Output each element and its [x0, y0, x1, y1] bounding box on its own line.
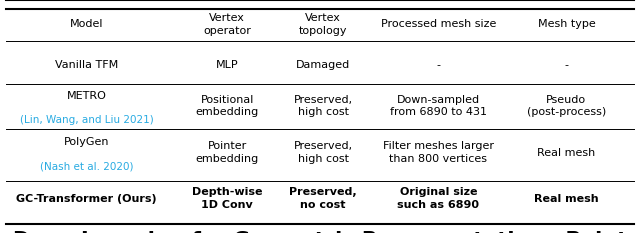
Text: Damaged: Damaged [296, 60, 350, 70]
Text: -: - [564, 60, 568, 70]
Text: Mesh type: Mesh type [538, 20, 595, 29]
Text: GC-Transformer (Ours): GC-Transformer (Ours) [16, 194, 157, 203]
Text: MLP: MLP [216, 60, 239, 70]
Text: -: - [436, 60, 440, 70]
Text: Down-sampled
from 6890 to 431: Down-sampled from 6890 to 431 [390, 95, 487, 117]
Text: Vanilla TFM: Vanilla TFM [55, 60, 118, 70]
Text: Vertex
topology: Vertex topology [299, 13, 348, 36]
Text: (Nash et al. 2020): (Nash et al. 2020) [40, 162, 133, 171]
Text: Preserved,
high cost: Preserved, high cost [294, 141, 353, 164]
Text: Filter meshes larger
than 800 vertices: Filter meshes larger than 800 vertices [383, 141, 494, 164]
Text: Model: Model [70, 20, 103, 29]
Text: METRO: METRO [67, 91, 106, 100]
Text: (Lin, Wang, and Liu 2021): (Lin, Wang, and Liu 2021) [20, 115, 153, 125]
Text: Processed mesh size: Processed mesh size [381, 20, 496, 29]
Text: Pointer
embedding: Pointer embedding [196, 141, 259, 164]
Text: Original size
such as 6890: Original size such as 6890 [397, 187, 479, 210]
Text: Vertex
operator: Vertex operator [204, 13, 251, 36]
Text: Deep Learning for Geometric Representation   Point: Deep Learning for Geometric Representati… [13, 231, 627, 233]
Text: Pseudo
(post-process): Pseudo (post-process) [527, 95, 606, 117]
Text: Real mesh: Real mesh [534, 194, 598, 203]
Text: Depth-wise
1D Conv: Depth-wise 1D Conv [192, 187, 262, 210]
Text: Preserved,
high cost: Preserved, high cost [294, 95, 353, 117]
Text: Positional
embedding: Positional embedding [196, 95, 259, 117]
Text: Real mesh: Real mesh [537, 148, 596, 158]
Text: PolyGen: PolyGen [63, 137, 109, 147]
Text: Preserved,
no cost: Preserved, no cost [289, 187, 357, 210]
